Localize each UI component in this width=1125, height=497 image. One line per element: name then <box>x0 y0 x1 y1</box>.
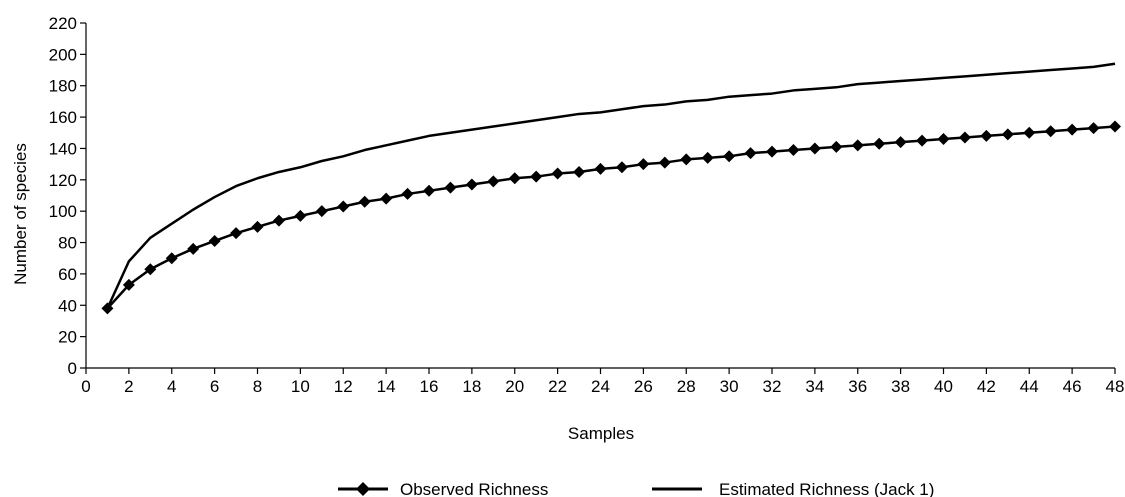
legend-item-observed: Observed Richness <box>338 480 548 497</box>
x-tick-label: 44 <box>1020 377 1039 396</box>
legend-label-estimated: Estimated Richness (Jack 1) <box>719 480 934 497</box>
x-tick-label: 28 <box>677 377 696 396</box>
y-tick-label: 140 <box>49 139 77 158</box>
data-point-observed <box>980 129 993 142</box>
data-point-observed <box>766 145 778 158</box>
data-point-observed <box>916 134 929 147</box>
data-point-observed <box>487 175 500 188</box>
x-tick-label: 14 <box>377 377 396 396</box>
x-tick-label: 2 <box>124 377 133 396</box>
data-point-observed <box>101 302 114 315</box>
data-point-observed <box>508 172 521 185</box>
x-tick-label: 42 <box>977 377 996 396</box>
y-axis-ticks: 0 20 40 60 80 100 120 140 160 180 200 220 <box>49 14 86 378</box>
data-point-observed <box>144 263 157 276</box>
data-point-observed <box>637 158 650 171</box>
x-axis-title: Samples <box>568 424 634 443</box>
x-tick-label: 48 <box>1106 377 1125 396</box>
y-tick-label: 160 <box>49 108 77 127</box>
x-tick-label: 46 <box>1063 377 1082 396</box>
series-layer <box>101 62 1121 315</box>
data-point-observed <box>1109 120 1121 133</box>
data-point-observed <box>187 242 200 255</box>
data-point-observed <box>1001 128 1014 141</box>
y-tick-label: 120 <box>49 171 77 190</box>
series-line-observed <box>106 125 1116 310</box>
data-point-observed <box>251 220 264 233</box>
y-tick-label: 20 <box>58 328 77 347</box>
data-point-observed <box>808 142 821 155</box>
x-tick-label: 34 <box>805 377 824 396</box>
y-tick-label: 100 <box>49 202 77 221</box>
y-tick-label: 180 <box>49 77 77 96</box>
y-tick-label: 220 <box>49 14 77 33</box>
y-tick-label: 80 <box>58 234 77 253</box>
x-tick-label: 36 <box>848 377 867 396</box>
x-tick-label: 18 <box>462 377 481 396</box>
data-point-observed <box>937 133 950 146</box>
x-tick-label: 4 <box>167 377 176 396</box>
data-point-observed <box>444 181 457 194</box>
legend-item-estimated: Estimated Richness (Jack 1) <box>652 480 934 497</box>
x-tick-label: 22 <box>548 377 567 396</box>
data-point-observed <box>723 150 736 163</box>
x-tick-label: 8 <box>253 377 262 396</box>
data-point-observed <box>958 131 971 144</box>
x-tick-label: 40 <box>934 377 953 396</box>
data-point-observed <box>380 192 393 205</box>
data-point-observed <box>830 140 843 153</box>
x-axis-ticks: 0 2 4 6 8 10 12 14 16 18 20 22 24 26 28 30 32 34 36 38 40 42 4… <box>81 368 1124 396</box>
x-tick-label: 38 <box>891 377 910 396</box>
data-point-observed <box>1023 126 1036 139</box>
data-point-observed <box>594 162 607 175</box>
legend: Observed Richness Estimated Richness (Ja… <box>338 480 934 497</box>
data-point-observed <box>851 139 864 152</box>
data-point-observed <box>787 144 800 157</box>
x-tick-label: 30 <box>720 377 739 396</box>
data-point-observed <box>423 184 435 197</box>
data-point-observed <box>165 252 178 265</box>
x-tick-label: 26 <box>634 377 653 396</box>
data-point-observed <box>337 200 350 213</box>
data-point-observed <box>272 214 285 227</box>
x-tick-label: 24 <box>591 377 610 396</box>
data-point-observed <box>894 136 907 149</box>
data-point-observed <box>1066 123 1079 136</box>
x-tick-label: 16 <box>420 377 439 396</box>
x-tick-label: 32 <box>763 377 782 396</box>
data-point-observed <box>208 234 221 247</box>
x-tick-label: 20 <box>505 377 524 396</box>
x-tick-label: 6 <box>210 377 219 396</box>
data-point-observed <box>315 205 328 218</box>
y-tick-label: 60 <box>58 265 77 284</box>
data-point-observed <box>658 156 671 169</box>
data-point-observed <box>122 278 135 291</box>
data-point-observed <box>744 147 757 160</box>
data-point-observed <box>294 209 307 222</box>
legend-label-observed: Observed Richness <box>400 480 548 497</box>
data-point-observed <box>530 170 543 183</box>
data-point-observed <box>701 151 714 164</box>
data-point-observed <box>573 165 586 178</box>
data-point-observed <box>465 178 478 191</box>
y-tick-label: 200 <box>49 45 77 64</box>
series-line-estimated <box>106 62 1116 309</box>
data-point-observed <box>615 161 628 174</box>
y-axis-title: Number of species <box>11 143 30 285</box>
data-point-observed <box>358 195 371 208</box>
x-tick-label: 0 <box>81 377 90 396</box>
data-point-observed <box>1087 122 1100 135</box>
data-point-observed <box>873 137 886 150</box>
data-point-observed <box>551 167 564 180</box>
data-point-observed <box>401 187 414 200</box>
data-point-observed <box>680 153 693 166</box>
legend-diamond-marker <box>356 482 370 496</box>
data-point-observed <box>1044 125 1057 138</box>
y-tick-label: 40 <box>58 296 77 315</box>
x-tick-label: 12 <box>334 377 353 396</box>
data-point-observed <box>230 227 243 240</box>
y-tick-label: 0 <box>68 359 77 378</box>
x-tick-label: 10 <box>291 377 310 396</box>
